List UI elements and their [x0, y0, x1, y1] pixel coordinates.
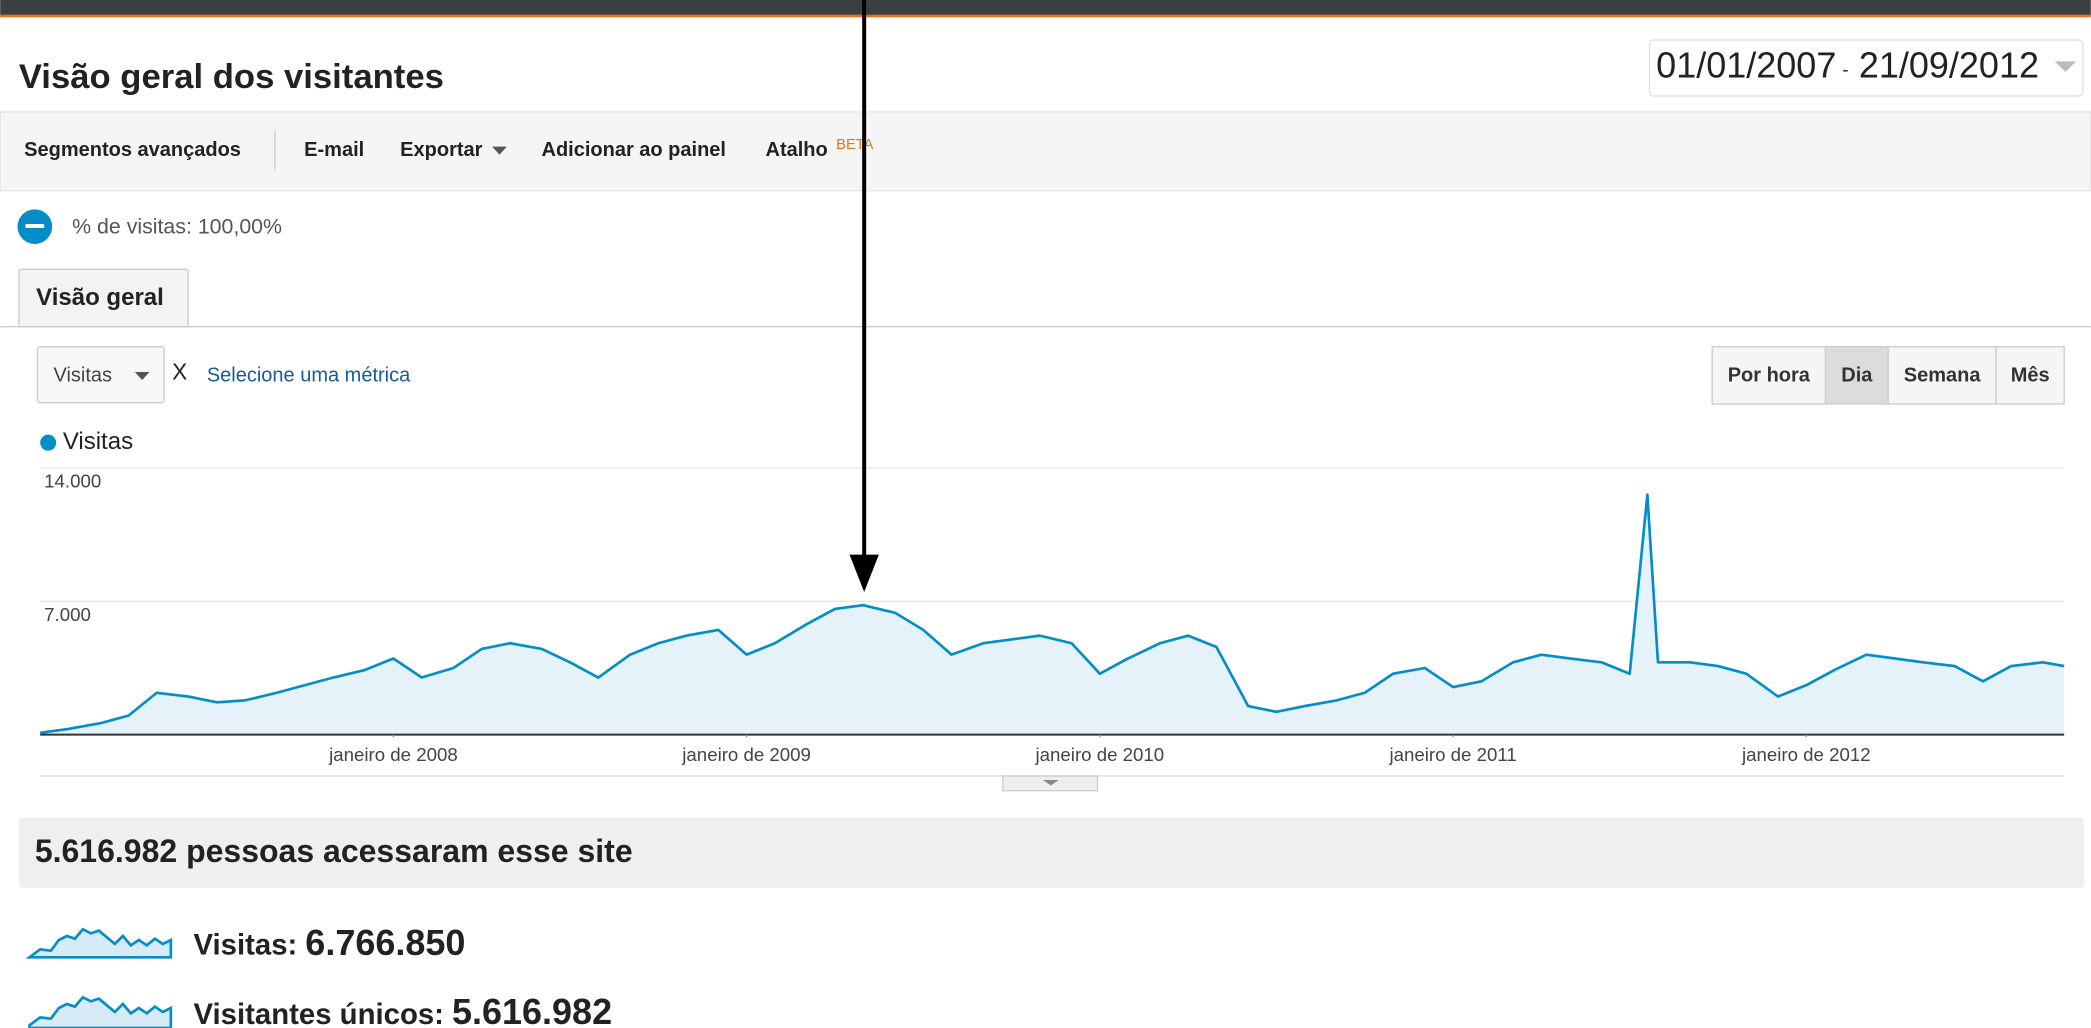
interval-button[interactable]: [1711, 346, 1827, 405]
sparkline: [25, 927, 173, 959]
metric-value: 5.616.982: [452, 991, 612, 1028]
date-picker[interactable]: [1648, 39, 2084, 97]
date-start: 01/01/2007: [1656, 45, 1836, 86]
toolbar-item[interactable]: Atalho: [766, 139, 828, 161]
tab[interactable]: [18, 268, 189, 328]
toolbar-item[interactable]: Exportar: [400, 139, 482, 161]
date-separator: -: [1842, 59, 1848, 80]
summary-box: [18, 817, 2085, 888]
metric-dropdown[interactable]: [36, 345, 165, 404]
legend-label: Visitas: [63, 428, 133, 455]
date-end: 21/09/2012: [1859, 45, 2039, 86]
visits-line: [39, 493, 2065, 735]
summary-headline: 5.616.982 pessoas acessaram esse site: [35, 833, 633, 869]
segment-label: % de visitas: 100,00%: [72, 215, 282, 239]
tab-label: Visão geral: [36, 284, 164, 311]
sparkline: [28, 995, 173, 1028]
toolbar: [0, 111, 2091, 192]
x-tick-label: janeiro de 2009: [681, 744, 811, 765]
metric-close[interactable]: X: [172, 358, 187, 384]
segment-icon-bar: [25, 224, 45, 228]
x-tick-label: janeiro de 2010: [1035, 744, 1165, 765]
y-tick-label: 7.000: [44, 604, 91, 625]
beta-badge: BETA: [836, 137, 873, 153]
interval-label: Por hora: [1728, 364, 1811, 386]
legend-dot: [40, 434, 57, 451]
date-caret: [2054, 61, 2077, 72]
metric-caret: [134, 372, 150, 380]
interval-label: Mês: [2011, 364, 2050, 386]
toolbar-item[interactable]: E-mail: [304, 139, 364, 161]
metric-label: Visitas:: [194, 928, 298, 961]
expander-caret: [1042, 780, 1059, 786]
top-bar: [0, 0, 2091, 16]
annotation-arrowhead: [849, 554, 879, 592]
x-tick-label: janeiro de 2011: [1388, 744, 1516, 765]
toolbar-item[interactable]: Adicionar ao painel: [542, 139, 726, 161]
y-tick-label: 14.000: [44, 471, 101, 492]
top-bar-accent: [0, 14, 2091, 18]
page-title: Visão geral dos visitantes: [19, 58, 444, 96]
metric-value: 6.766.850: [305, 922, 465, 963]
interval-button[interactable]: [1995, 346, 2065, 405]
metric-name: Visitas: [54, 364, 113, 386]
metric-label: Visitantes únicos:: [194, 998, 444, 1028]
interval-button[interactable]: [1824, 346, 1889, 405]
x-tick-label: janeiro de 2008: [328, 744, 458, 765]
area-fill: [40, 494, 2065, 735]
interval-button[interactable]: [1887, 346, 1997, 405]
interval-label: Dia: [1841, 364, 1873, 386]
export-caret: [492, 146, 507, 155]
x-tick-label: janeiro de 2012: [1741, 744, 1871, 765]
interval-label: Semana: [1904, 364, 1982, 386]
metric-link[interactable]: Selecione uma métrica: [207, 364, 411, 386]
toolbar-item[interactable]: Segmentos avançados: [24, 139, 241, 161]
